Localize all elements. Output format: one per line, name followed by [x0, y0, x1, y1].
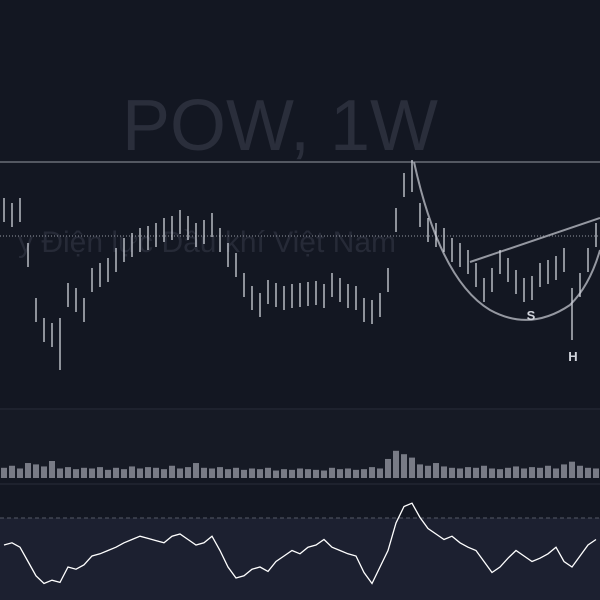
volume-bar [401, 454, 407, 478]
volume-bar [409, 457, 415, 478]
volume-bar [473, 467, 479, 478]
volume-bar [321, 470, 327, 478]
volume-bar [257, 469, 263, 478]
volume-bar [593, 468, 599, 478]
watermark-title: POW, 1W [122, 86, 438, 166]
volume-bar [417, 464, 423, 478]
volume-bar [9, 465, 15, 478]
volume-bar [265, 467, 271, 478]
volume-bar [129, 466, 135, 478]
volume-bar [161, 469, 167, 478]
volume-bar [177, 468, 183, 478]
annotation: H [568, 349, 577, 364]
volume-bar [313, 469, 319, 478]
volume-bar [209, 468, 215, 478]
volume-bar [17, 468, 23, 478]
volume-bar [377, 468, 383, 478]
volume-bar [121, 469, 127, 478]
trend-line [469, 217, 600, 263]
volume-bar [441, 466, 447, 478]
volume-bar [489, 468, 495, 478]
volume-bar [505, 467, 511, 478]
volume-bar [553, 468, 559, 478]
volume-bar [297, 468, 303, 478]
watermark-subtitle: y Điện lực Dầu khí Việt Nam [18, 226, 396, 259]
volume-bar [289, 469, 295, 478]
volume-bar [57, 468, 63, 478]
volume-bar [569, 461, 575, 478]
volume-bar [41, 466, 47, 478]
volume-bar [201, 467, 207, 478]
volume-bar [273, 470, 279, 478]
volume-bar [425, 465, 431, 478]
cup-curve [413, 161, 600, 321]
volume-bar [241, 469, 247, 478]
volume-bar [33, 464, 39, 478]
volume-pane [0, 410, 600, 478]
volume-bar [81, 467, 87, 478]
volume-bar [449, 467, 455, 478]
volume-bar [97, 467, 103, 478]
volume-bar [369, 467, 375, 478]
volume-bar [217, 467, 223, 478]
volume-bar [105, 469, 111, 478]
volume-bar [49, 461, 55, 478]
volume-bar [225, 469, 231, 478]
volume-bar [65, 467, 71, 478]
rsi-band [0, 518, 600, 600]
volume-bar [249, 468, 255, 478]
volume-bar [185, 467, 191, 478]
volume-bar [329, 467, 335, 478]
volume-bar [89, 468, 95, 478]
volume-bar [153, 467, 159, 478]
volume-bar [465, 467, 471, 478]
volume-bar [337, 469, 343, 478]
volume-bar [25, 463, 31, 478]
volume-bar [145, 467, 151, 478]
volume-bar [481, 465, 487, 478]
volume-bar [233, 467, 239, 478]
volume-bar [385, 458, 391, 478]
volume-bar [433, 463, 439, 478]
volume-bar [169, 465, 175, 478]
volume-bar [113, 467, 119, 478]
volume-bar [345, 468, 351, 478]
volume-bar [577, 465, 583, 478]
volume-bar [513, 466, 519, 478]
volume-bar [585, 467, 591, 478]
annotation: S [527, 308, 536, 323]
rsi-line [3, 502, 597, 585]
volume-bar [361, 469, 367, 478]
volume-bar [393, 450, 399, 478]
volume-bar [561, 464, 567, 478]
volume-bar [305, 469, 311, 478]
volume-bar [457, 468, 463, 478]
volume-bar [193, 463, 199, 478]
volume-bar [529, 467, 535, 478]
volume-bar [353, 469, 359, 478]
volume-bar [537, 467, 543, 478]
volume-bar [545, 465, 551, 478]
volume-bar [281, 469, 287, 478]
volume-bar [521, 468, 527, 478]
volume-bar [73, 469, 79, 478]
volume-bar [1, 467, 7, 478]
volume-bar [137, 468, 143, 478]
volume-bar [497, 469, 503, 478]
